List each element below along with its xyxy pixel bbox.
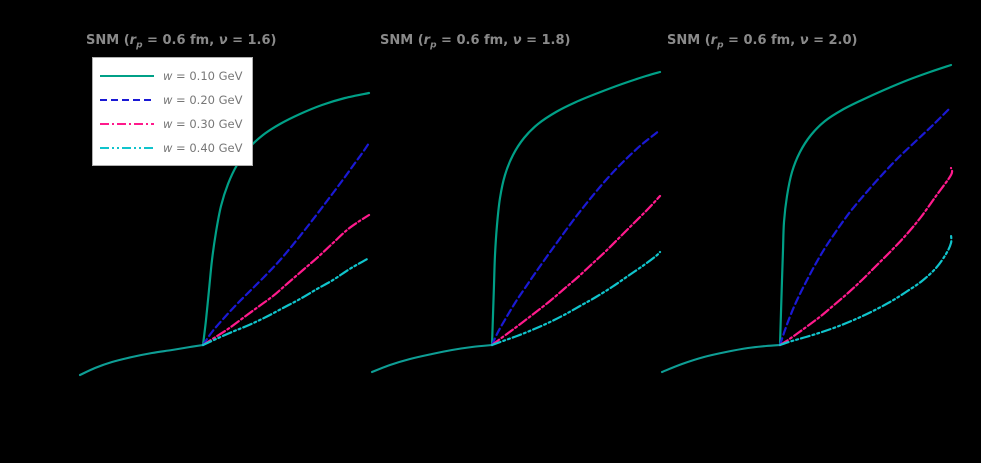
- chart-panel-3: SNM (rp = 0.6 fm, ν = 2.0): [590, 0, 981, 463]
- panel-2-param-rp-value: = 0.6 fm,: [436, 33, 513, 48]
- panel-2-title-prefix: SNM (: [380, 33, 424, 48]
- panel-2-param-rp-symbol: r: [423, 33, 431, 48]
- legend-label-0-text: = 0.10 GeV: [172, 69, 243, 83]
- legend-item-1: w = 0.20 GeV: [99, 88, 244, 112]
- panel-2-title: SNM (rp = 0.6 fm, ν = 1.8): [380, 33, 570, 51]
- panel-2-curve-w01: [490, 70, 662, 347]
- panel-2-param-nu-symbol: ν: [512, 33, 522, 48]
- panel-3-curve-w03: [778, 166, 954, 347]
- panel-3-title-prefix: SNM (: [667, 33, 711, 48]
- panel-1-curve-w04: [201, 256, 371, 347]
- legend-label-1-text: = 0.20 GeV: [172, 93, 243, 107]
- legend-line-sample-w020-icon: [99, 93, 155, 107]
- panel-3-param-rp-subscript: p: [717, 40, 724, 51]
- panel-2-param-nu-value: = 1.8): [521, 33, 571, 48]
- panel-2-curve-w04: [490, 250, 662, 347]
- legend-label-3: w = 0.40 GeV: [163, 141, 243, 155]
- panel-3-param-nu-symbol: ν: [799, 33, 809, 48]
- panel-3-curve-w01: [778, 63, 953, 347]
- panel-1-param-nu-value: = 1.6): [227, 33, 277, 48]
- panel-1-param-rp-value: = 0.6 fm,: [142, 33, 219, 48]
- panel-3-title: SNM (rp = 0.6 fm, ν = 2.0): [667, 33, 857, 51]
- panel-2-param-rp-subscript: p: [430, 40, 437, 51]
- panel-3-curve-w04: [778, 233, 953, 347]
- panel-1-lower-branch-curve: [78, 343, 205, 377]
- panel-2-lower-branch-curve: [370, 343, 494, 374]
- legend-line-sample-w030-icon: [99, 117, 155, 131]
- legend-item-0: w = 0.10 GeV: [99, 64, 244, 88]
- panel-2-curve-w03: [490, 194, 662, 347]
- panel-1-param-rp-symbol: r: [129, 33, 137, 48]
- panel-1-title-prefix: SNM (: [86, 33, 130, 48]
- panel-3-param-rp-value: = 0.6 fm,: [723, 33, 800, 48]
- legend-label-2: w = 0.30 GeV: [163, 117, 243, 131]
- panel-3-param-rp-symbol: r: [710, 33, 718, 48]
- panel-3-lower-branch-curve: [660, 343, 782, 374]
- legend-label-1: w = 0.20 GeV: [163, 93, 243, 107]
- legend-box: w = 0.10 GeV w = 0.20 GeV w = 0.30 GeV w…: [92, 57, 253, 166]
- panel-1-curve-w03: [201, 213, 371, 347]
- panel-3-param-nu-value: = 2.0): [808, 33, 858, 48]
- legend-label-3-text: = 0.40 GeV: [172, 141, 243, 155]
- chart-panel-2: SNM (rp = 0.6 fm, ν = 1.8): [300, 0, 700, 463]
- legend-label-2-text: = 0.30 GeV: [172, 117, 243, 131]
- chart-panel-1: SNM (rp = 0.6 fm, ν = 1.6): [0, 0, 380, 463]
- legend-item-2: w = 0.30 GeV: [99, 112, 244, 136]
- legend-item-3: w = 0.40 GeV: [99, 136, 244, 160]
- panel-1-param-nu-symbol: ν: [218, 33, 228, 48]
- panel-1-curve-w02: [201, 141, 371, 347]
- legend-line-sample-w010-icon: [99, 69, 155, 83]
- panel-3-curve-w02: [778, 105, 953, 347]
- panel-1-title: SNM (rp = 0.6 fm, ν = 1.6): [86, 33, 276, 51]
- panel-2-curve-w02: [490, 128, 662, 347]
- legend-label-0: w = 0.10 GeV: [163, 69, 243, 83]
- panel-1-param-rp-subscript: p: [136, 40, 143, 51]
- legend-line-sample-w040-icon: [99, 141, 155, 155]
